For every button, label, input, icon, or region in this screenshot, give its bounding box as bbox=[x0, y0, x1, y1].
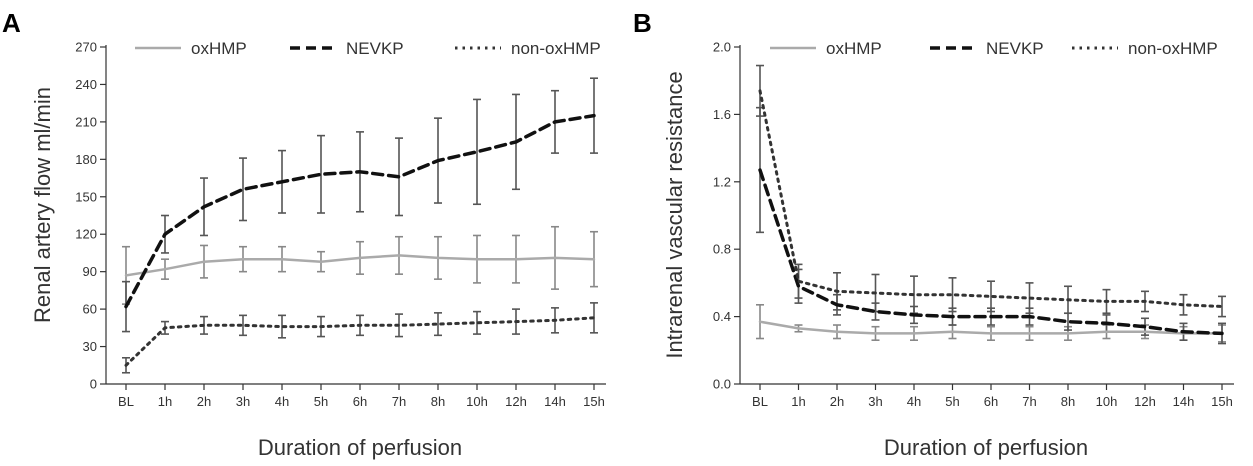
panel-b-non-oxhmp-error-bar bbox=[987, 280, 995, 313]
panel-a-oxhmp-line bbox=[124, 254, 596, 277]
panel-a-legend-label: non-oxHMP bbox=[511, 39, 601, 58]
panel-a-legend-nevkp: NEVKP bbox=[290, 39, 404, 58]
panel-a-legend-non-oxhmp: non-oxHMP bbox=[455, 39, 601, 58]
panel-b-y-tick-label: 1.6 bbox=[713, 107, 731, 122]
panel-a-nevkp-error-bar bbox=[239, 157, 247, 222]
panel-a-y-tick-label: 0 bbox=[90, 377, 97, 392]
panel-b-non-oxhmp-error-bar bbox=[948, 277, 957, 313]
panel-a-legend-label: oxHMP bbox=[191, 39, 247, 58]
panel-a-legend-oxhmp: oxHMP bbox=[135, 39, 247, 58]
panel-a-x-tick-label: 15h bbox=[583, 394, 605, 409]
panel-b-legend-nevkp: NEVKP bbox=[930, 39, 1044, 58]
panel-a-nevkp-error-bar bbox=[317, 134, 325, 214]
panel-a-label: A bbox=[2, 8, 21, 38]
panel-b-x-tick-label: 1h bbox=[791, 394, 805, 409]
panel-a-y-axis-title: Renal artery flow ml/min bbox=[30, 87, 55, 323]
panel-a-y-tick-label: 270 bbox=[75, 40, 97, 55]
panel-b-legend-oxhmp: oxHMP bbox=[770, 39, 882, 58]
panel-b-y-tick-label: 0.0 bbox=[713, 377, 731, 392]
panel-b-y-tick-label: 2.0 bbox=[713, 40, 731, 55]
panel-b-legend-non-oxhmp: non-oxHMP bbox=[1072, 39, 1218, 58]
panel-b-x-tick-label: BL bbox=[752, 394, 768, 409]
panel-a-x-tick-label: 3h bbox=[236, 394, 250, 409]
panel-a-x-tick-label: 1h bbox=[158, 394, 172, 409]
panel-b-legend-label: NEVKP bbox=[986, 39, 1044, 58]
panel-a-y-tick-label: 240 bbox=[75, 77, 97, 92]
panel-b-legend-label: oxHMP bbox=[826, 39, 882, 58]
panel-a-x-tick-label: 2h bbox=[197, 394, 211, 409]
panel-a-x-tick-label: 4h bbox=[275, 394, 289, 409]
panel-b-oxhmp-line bbox=[758, 320, 1224, 335]
panel-b-non-oxhmp-error-bar bbox=[1218, 295, 1226, 318]
panel-a-non-oxhmp-error-bar bbox=[434, 312, 442, 337]
panel-b-x-tick-label: 3h bbox=[868, 394, 882, 409]
panel-b-nevkp-line bbox=[758, 168, 1224, 336]
panel-b-x-tick-label: 10h bbox=[1096, 394, 1118, 409]
panel-b-x-tick-label: 6h bbox=[984, 394, 998, 409]
panel-a-x-tick-label: BL bbox=[118, 394, 134, 409]
panel-b-x-tick-label: 4h bbox=[907, 394, 921, 409]
panel-a-x-tick-label: 10h bbox=[466, 394, 488, 409]
panel-a: A Duration of perfusion Renal artery flo… bbox=[2, 8, 606, 460]
panel-a-nevkp-error-bar bbox=[473, 98, 481, 206]
panel-b-y-axis-title: Intrarenal vascular resistance bbox=[662, 71, 687, 358]
panel-a-x-axis-title: Duration of perfusion bbox=[258, 435, 462, 460]
panel-a-x-tick-label: 5h bbox=[314, 394, 328, 409]
panel-a-non-oxhmp-line bbox=[124, 316, 596, 367]
panel-a-x-tick-label: 12h bbox=[505, 394, 527, 409]
panel-b-non-oxhmp-line bbox=[758, 89, 1224, 308]
panel-a-y-tick-label: 120 bbox=[75, 227, 97, 242]
panel-b-x-tick-label: 12h bbox=[1134, 394, 1156, 409]
panel-a-y-tick-label: 180 bbox=[75, 152, 97, 167]
panel-a-y-tick-label: 150 bbox=[75, 189, 97, 204]
panel-a-y-tick-label: 90 bbox=[83, 264, 97, 279]
panel-b: B Duration of perfusion Intrarenal vascu… bbox=[633, 8, 1234, 460]
panel-a-nevkp-line bbox=[124, 113, 596, 309]
panel-b-y-tick-label: 0.4 bbox=[713, 309, 731, 324]
panel-b-x-tick-label: 14h bbox=[1173, 394, 1195, 409]
panel-a-x-tick-label: 7h bbox=[392, 394, 406, 409]
panel-a-x-tick-label: 14h bbox=[544, 394, 566, 409]
panel-a-non-oxhmp-error-bar bbox=[239, 314, 247, 337]
panel-b-x-axis-title: Duration of perfusion bbox=[884, 435, 1088, 460]
panel-b-legend-label: non-oxHMP bbox=[1128, 39, 1218, 58]
panel-b-x-tick-label: 5h bbox=[945, 394, 959, 409]
panel-a-y-tick-label: 30 bbox=[83, 339, 97, 354]
panel-a-x-tick-label: 8h bbox=[431, 394, 445, 409]
panel-b-y-tick-label: 0.8 bbox=[713, 242, 731, 257]
panel-a-x-tick-label: 6h bbox=[353, 394, 367, 409]
panel-b-x-tick-label: 15h bbox=[1211, 394, 1233, 409]
panel-b-x-tick-label: 7h bbox=[1022, 394, 1036, 409]
panel-a-y-tick-label: 210 bbox=[75, 114, 97, 129]
panel-a-y-tick-label: 60 bbox=[83, 302, 97, 317]
panel-b-y-tick-label: 1.2 bbox=[713, 174, 731, 189]
panel-b-x-tick-label: 8h bbox=[1061, 394, 1075, 409]
panel-b-x-tick-label: 2h bbox=[830, 394, 844, 409]
panel-a-legend-label: NEVKP bbox=[346, 39, 404, 58]
panel-b-label: B bbox=[633, 8, 652, 38]
